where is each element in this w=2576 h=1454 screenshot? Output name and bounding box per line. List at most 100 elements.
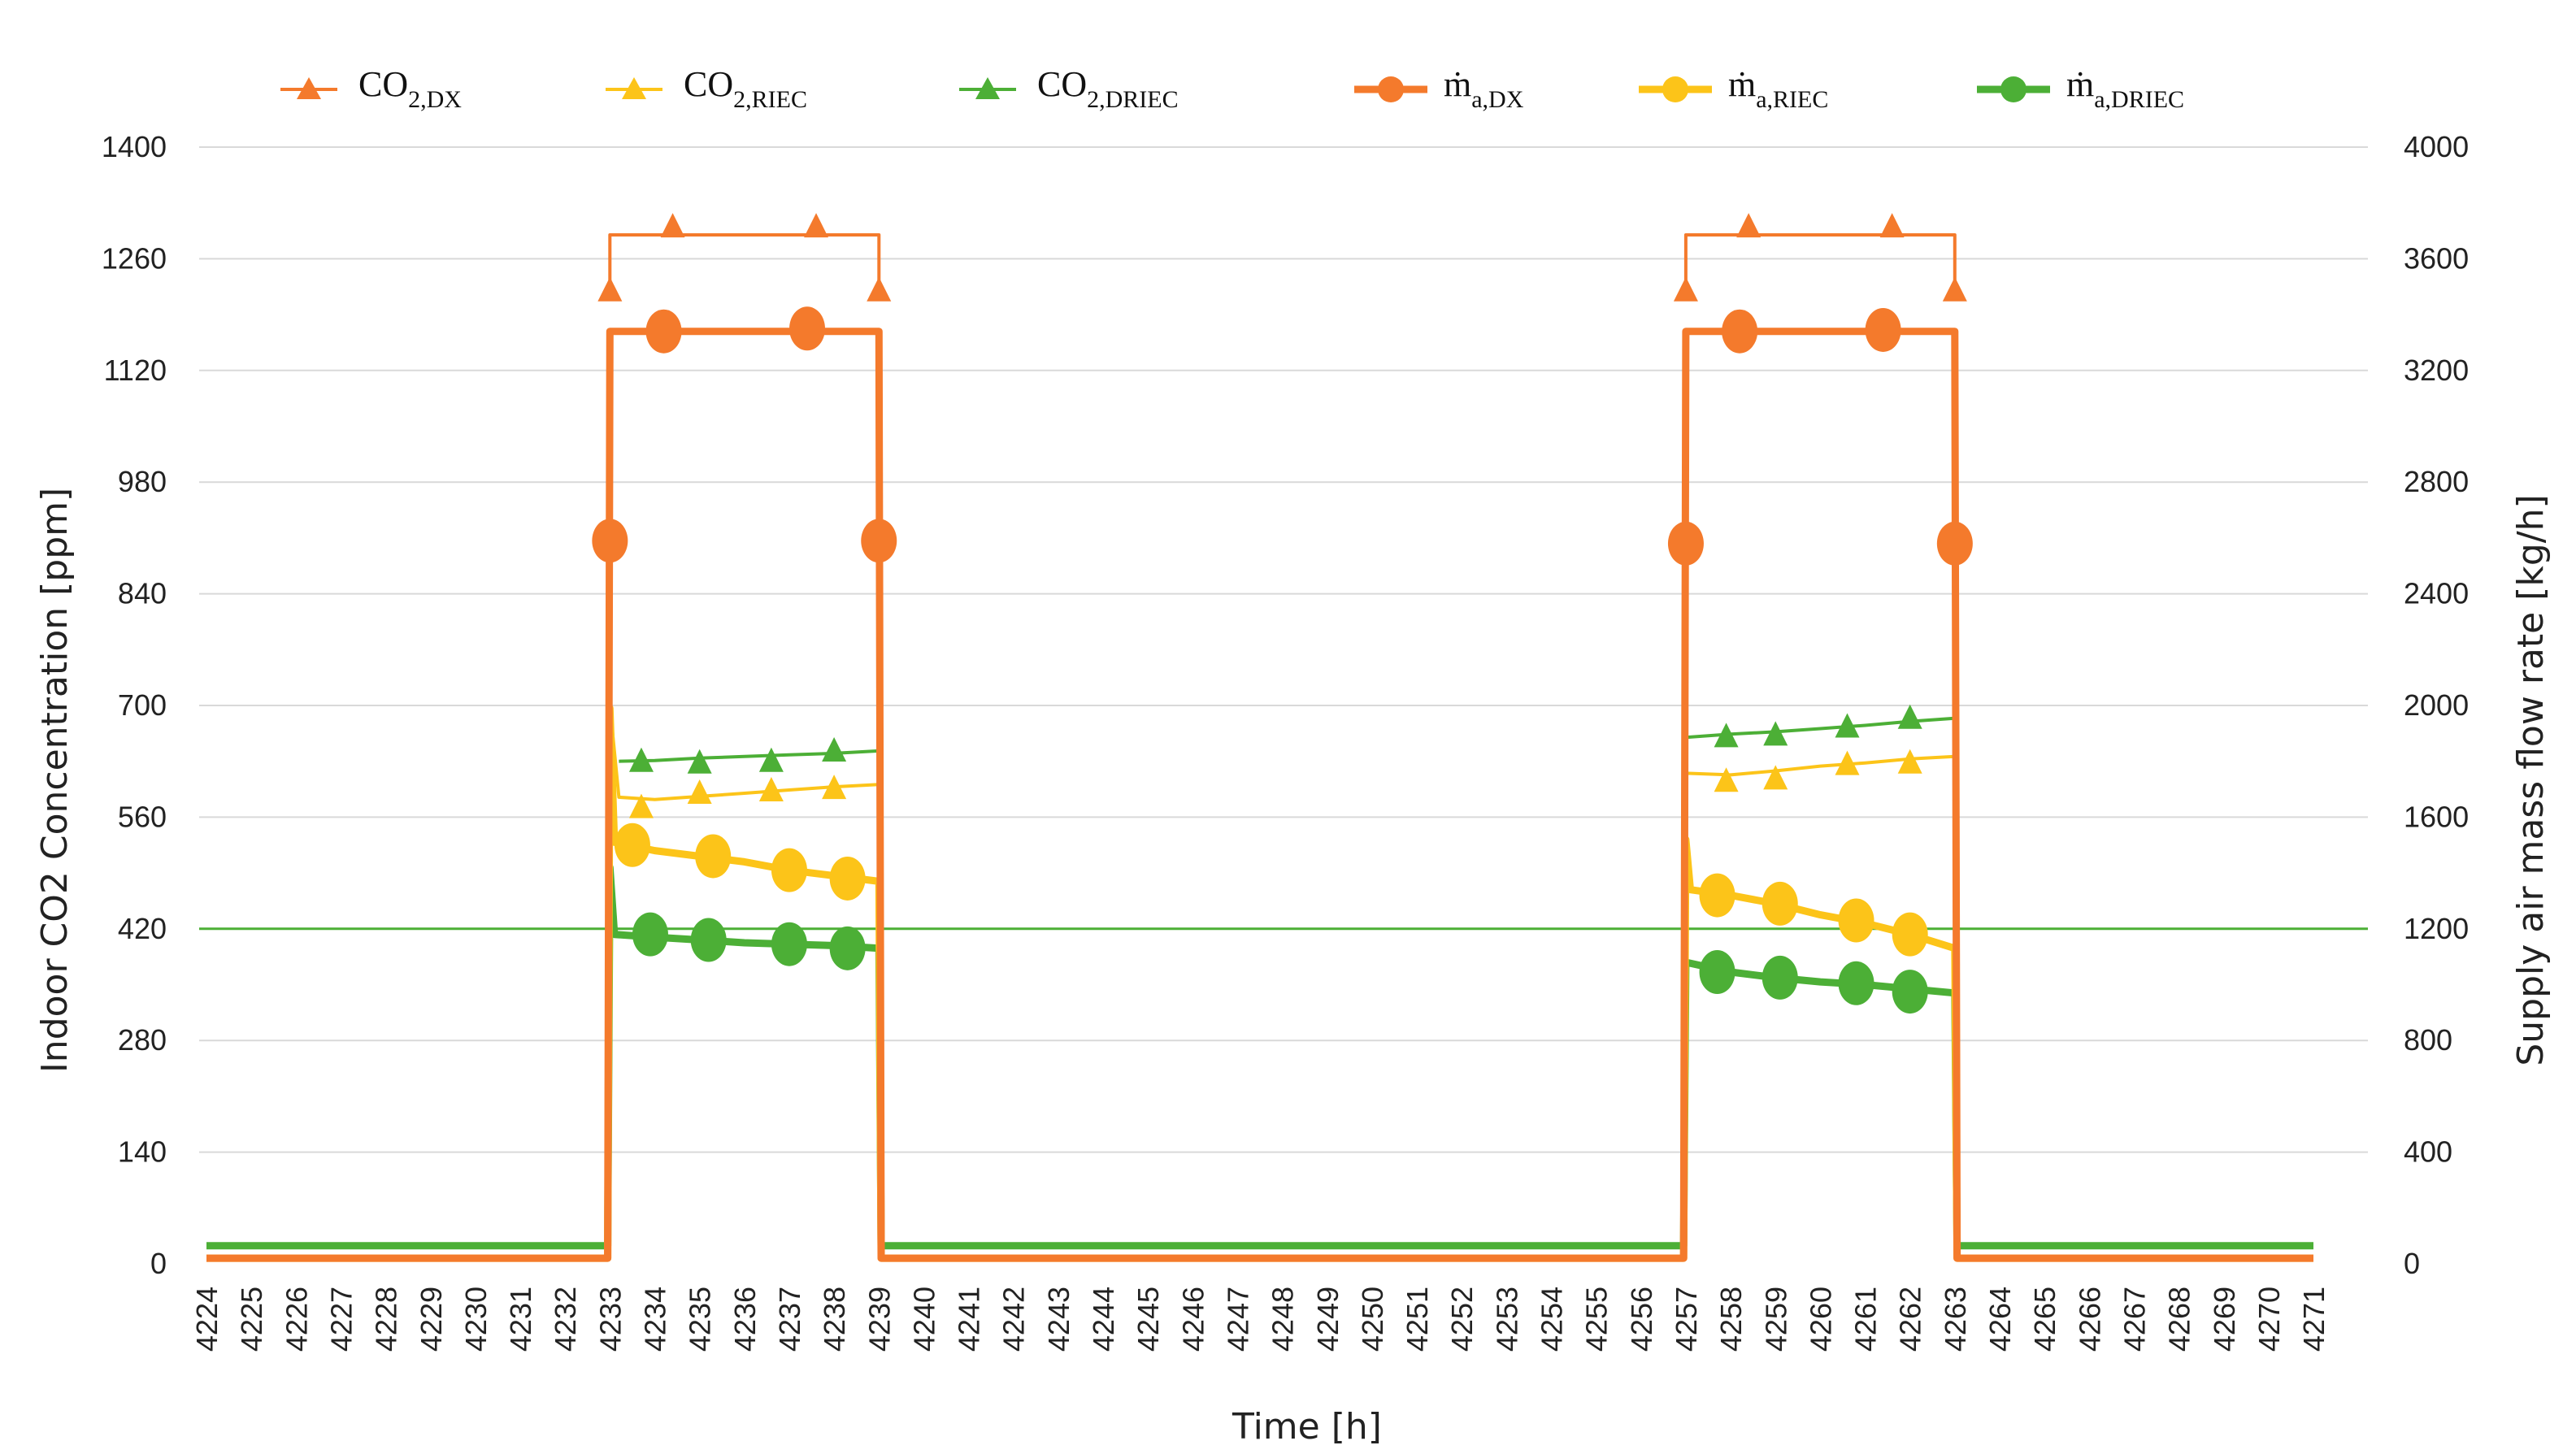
y-tick-label: 0 — [150, 1247, 167, 1280]
data-point-triangle — [867, 276, 892, 302]
legend-item: CO2,DRIEC — [959, 64, 1179, 113]
y2-tick-label: 2000 — [2404, 688, 2469, 722]
data-point-circle — [771, 922, 807, 966]
data-point-circle — [1892, 970, 1928, 1014]
y-axis-title: Indoor CO2 Concentration [ppm] — [34, 488, 76, 1073]
data-point-circle — [1892, 912, 1928, 957]
x-tick-label: 4265 — [2028, 1287, 2061, 1352]
x-tick-label: 4252 — [1445, 1287, 1479, 1352]
data-point-circle — [861, 519, 897, 563]
y-tick-label: 1120 — [104, 354, 167, 387]
data-point-triangle — [597, 276, 623, 302]
right-axis-ticks: 0 400 800 1200 1600 2000 2400 2800 3200 3600 4000 — [2404, 130, 2469, 1280]
x-tick-label: 4248 — [1266, 1287, 1300, 1352]
y-tick-label: 980 — [118, 465, 167, 498]
legend-item: ṁa,DX — [1354, 64, 1524, 113]
y2-tick-label: 3600 — [2404, 241, 2469, 275]
data-point-circle — [1699, 950, 1735, 995]
legend-label: ṁa,DX — [1444, 64, 1524, 113]
legend: CO2,DX CO2,RIEC CO2,DRIEC ṁa,DX ṁa,RIEC ṁa,DR… — [280, 64, 2184, 113]
y2-tick-label: 1200 — [2404, 912, 2469, 945]
data-point-circle — [1761, 955, 1798, 1000]
data-point-triangle — [1714, 723, 1739, 748]
data-point-triangle — [1763, 765, 1788, 790]
y-tick-label: 700 — [118, 688, 167, 722]
legend-item: ṁa,RIEC — [1639, 64, 1828, 113]
legend-item: ṁa,DRIEC — [1977, 64, 2184, 113]
legend-label: ṁa,RIEC — [1728, 64, 1828, 113]
x-tick-label: 4242 — [997, 1287, 1031, 1352]
data-point-triangle — [687, 749, 712, 774]
x-tick-label: 4239 — [862, 1287, 896, 1352]
x-tick-label: 4258 — [1714, 1287, 1748, 1352]
x-tick-label: 4225 — [235, 1287, 268, 1352]
data-point-circle — [1936, 521, 1973, 566]
data-point-circle — [1722, 309, 1758, 354]
x-tick-label: 4226 — [280, 1287, 313, 1352]
x-tick-label: 4268 — [2163, 1287, 2196, 1352]
data-point-triangle — [628, 793, 654, 818]
y2-tick-label: 0 — [2404, 1247, 2420, 1280]
x-tick-label: 4232 — [549, 1287, 582, 1352]
x-tick-label: 4247 — [1221, 1287, 1254, 1352]
data-point-triangle — [758, 747, 784, 772]
series-line-m-a-dx — [206, 328, 2313, 1262]
data-point-circle — [592, 519, 628, 563]
data-point-triangle — [758, 777, 784, 802]
x-tick-label: 4237 — [773, 1287, 806, 1352]
legend-swatch-circle — [1662, 76, 1688, 102]
y-tick-label: 420 — [118, 912, 167, 945]
y-tick-label: 560 — [118, 800, 167, 833]
data-point-circle — [1865, 307, 1901, 352]
data-point-triangle — [1835, 713, 1860, 738]
data-point-triangle — [1897, 704, 1922, 729]
data-point-triangle — [1714, 767, 1739, 792]
x-tick-label: 4243 — [1042, 1287, 1075, 1352]
x-tick-label: 4259 — [1759, 1287, 1792, 1352]
data-point-triangle — [1673, 276, 1698, 302]
data-point-circle — [695, 834, 732, 879]
data-point-circle — [1838, 961, 1874, 1005]
data-point-circle — [632, 912, 668, 957]
data-point-circle — [1699, 873, 1735, 918]
data-point-circle — [645, 309, 682, 354]
legend-swatch-triangle — [297, 77, 321, 99]
data-point-triangle — [822, 736, 847, 762]
x-axis-ticks: 4224 4225 4226 4227 4228 4229 4230 4231 4232 4233… — [190, 1287, 2331, 1352]
legend-swatch-circle — [1378, 76, 1404, 102]
x-tick-label: 4233 — [593, 1287, 627, 1352]
x-tick-label: 4240 — [907, 1287, 940, 1352]
x-tick-label: 4236 — [728, 1287, 762, 1352]
x-tick-label: 4245 — [1132, 1287, 1165, 1352]
x-tick-label: 4231 — [504, 1287, 537, 1352]
x-axis-title: Time [h] — [1232, 1406, 1382, 1447]
x-tick-label: 4246 — [1176, 1287, 1210, 1352]
y2-tick-label: 800 — [2404, 1023, 2452, 1057]
data-point-circle — [829, 856, 866, 901]
left-axis-ticks: 0 140 280 420 560 700 840 980 1120 1260 1400 — [102, 130, 167, 1280]
data-point-circle — [614, 822, 650, 867]
data-point-circle — [1838, 898, 1874, 943]
x-tick-label: 4234 — [639, 1287, 672, 1352]
legend-swatch-circle — [2000, 76, 2026, 102]
x-tick-label: 4255 — [1580, 1287, 1614, 1352]
x-tick-label: 4244 — [1087, 1287, 1120, 1352]
legend-item: CO2,DX — [280, 64, 462, 113]
data-point-triangle — [660, 213, 685, 238]
x-tick-label: 4267 — [2118, 1287, 2151, 1352]
x-tick-label: 4260 — [1804, 1287, 1837, 1352]
x-tick-label: 4262 — [1894, 1287, 1927, 1352]
x-tick-label: 4238 — [818, 1287, 851, 1352]
x-tick-label: 4251 — [1401, 1287, 1434, 1352]
y2-tick-label: 3200 — [2404, 354, 2469, 387]
legend-label: CO2,DRIEC — [1037, 64, 1179, 113]
x-tick-label: 4229 — [415, 1287, 448, 1352]
series-line-co2-driec — [619, 716, 1955, 763]
data-point-triangle — [822, 775, 847, 800]
gridlines — [199, 146, 2368, 1153]
x-tick-label: 4228 — [370, 1287, 403, 1352]
series-line-co2-dx — [608, 233, 1957, 291]
data-point-triangle — [804, 213, 829, 238]
data-point-circle — [1667, 521, 1704, 566]
